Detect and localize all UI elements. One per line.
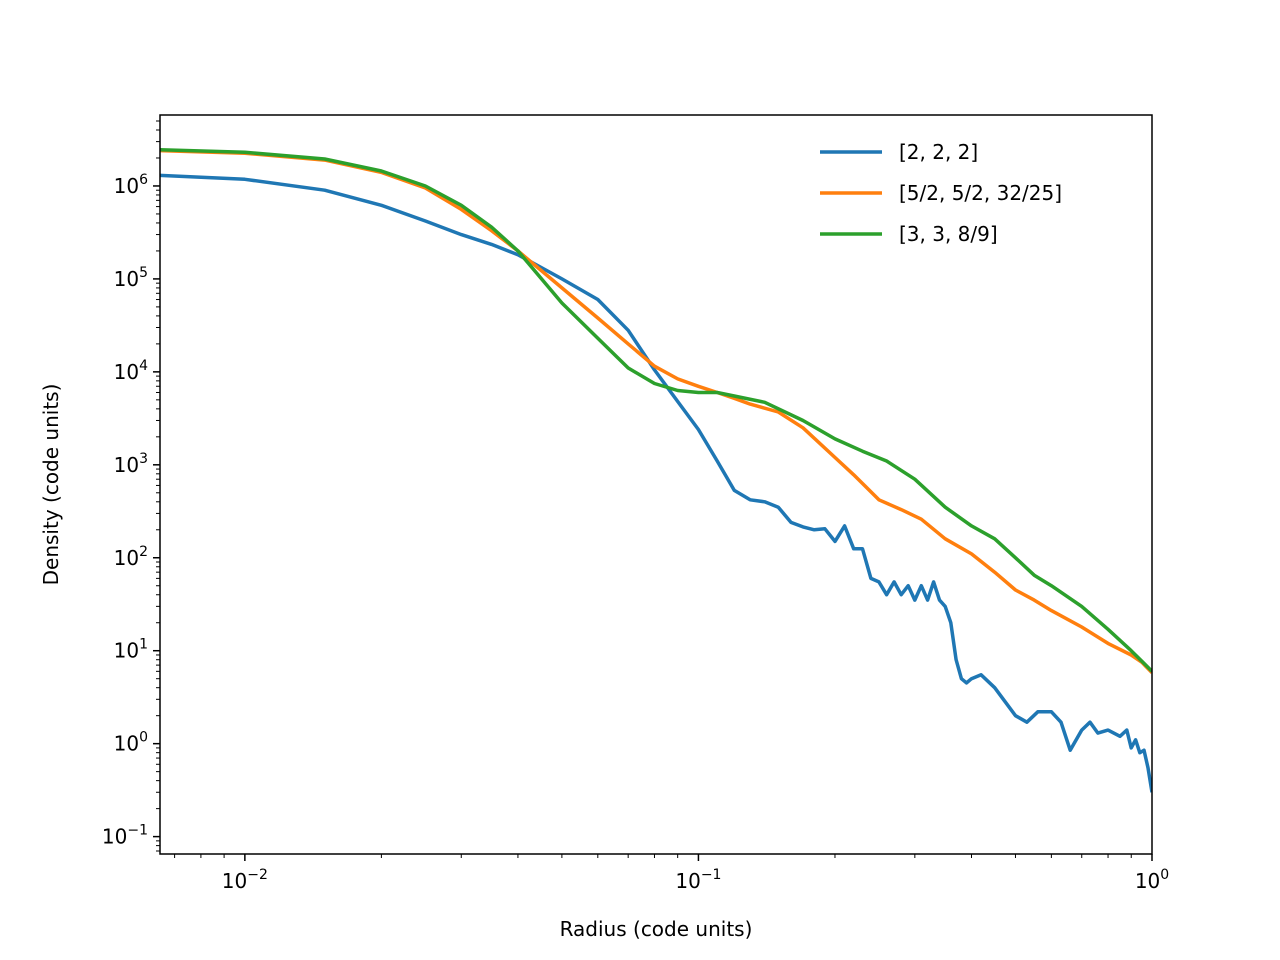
y-tick-label: 100	[114, 730, 148, 756]
y-tick-label: 10−1	[102, 823, 148, 849]
legend-label-1: [2, 2, 2]	[899, 140, 978, 164]
x-tick-label: 10−1	[675, 867, 721, 893]
legend-label-3: [3, 3, 8/9]	[899, 222, 998, 246]
series-line-1	[160, 173, 1152, 793]
plot-frame	[159, 114, 1153, 855]
y-tick-label: 102	[114, 544, 148, 570]
y-axis-title: Density (code units)	[39, 384, 63, 586]
series-layer	[160, 148, 1152, 793]
series-line-2	[160, 148, 1152, 674]
x-tick-label: 100	[1135, 867, 1169, 893]
series-line-3	[160, 148, 1152, 673]
x-axis-title: Radius (code units)	[560, 917, 753, 941]
y-tick-label: 104	[114, 358, 148, 384]
legend: [2, 2, 2] [5/2, 5/2, 32/25] [3, 3, 8/9]	[820, 140, 1062, 246]
y-tick-label: 101	[114, 637, 148, 663]
x-tick-label: 10−2	[222, 867, 268, 893]
legend-label-2: [5/2, 5/2, 32/25]	[899, 181, 1062, 205]
y-tick-label: 106	[114, 172, 148, 198]
y-tick-label: 105	[114, 265, 148, 291]
x-axis: 10−2 10−1 100	[174, 854, 1169, 893]
y-axis: 10−1 100 101 102 103 104 105 106	[102, 120, 160, 852]
y-tick-label: 103	[114, 451, 148, 477]
